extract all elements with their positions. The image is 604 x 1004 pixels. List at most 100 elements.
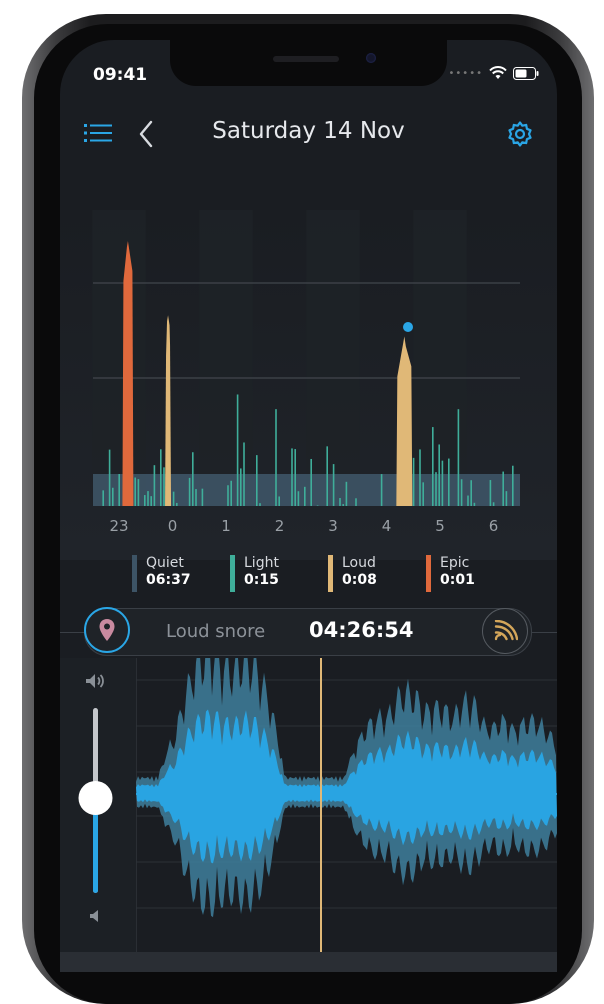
- legend-swatch: [328, 555, 333, 592]
- light-bar: [355, 498, 357, 506]
- top-navigation-bar: Saturday 14 Nov: [60, 116, 557, 150]
- light-bar: [172, 491, 175, 506]
- x-tick-label: 0: [168, 517, 178, 535]
- light-bar: [256, 455, 258, 506]
- playback-time: 04:26:54: [309, 618, 414, 642]
- light-bar: [102, 490, 104, 506]
- playback-bar: Loud snore 04:26:54: [60, 607, 557, 657]
- legend-item-light: Light 0:15: [230, 555, 328, 592]
- light-bar: [441, 460, 444, 506]
- epic-bar: [122, 241, 134, 506]
- location-pin-button[interactable]: [84, 607, 130, 653]
- x-tick-label: 1: [221, 517, 231, 535]
- light-bar: [118, 474, 120, 506]
- volume-fill: [93, 798, 98, 893]
- audio-waveform[interactable]: [136, 658, 557, 952]
- light-bar: [470, 480, 472, 506]
- light-bar: [227, 485, 229, 506]
- legend-swatch: [426, 555, 431, 592]
- light-bar: [316, 505, 319, 506]
- location-pin-icon: [99, 619, 115, 641]
- light-bar: [512, 465, 514, 506]
- legend-value: 06:37: [146, 572, 191, 588]
- page-title: Saturday 14 Nov: [212, 118, 405, 144]
- light-bar: [339, 498, 341, 506]
- light-bar: [240, 468, 242, 506]
- front-camera: [366, 53, 376, 63]
- light-bar: [108, 449, 111, 506]
- gear-icon[interactable]: [506, 120, 534, 148]
- light-bar: [326, 446, 328, 506]
- snore-type-label: Loud snore: [166, 621, 266, 642]
- light-bar: [342, 504, 344, 506]
- light-bar: [438, 444, 440, 506]
- legend-item-loud: Loud 0:08: [328, 555, 426, 592]
- light-bar: [230, 480, 232, 506]
- chart-legend: Quiet 06:37 Light 0:15 Loud 0:08 Epic 0:…: [132, 555, 524, 592]
- light-bar: [112, 487, 114, 506]
- light-bar: [492, 502, 495, 506]
- light-bar: [297, 491, 300, 506]
- x-tick-label: 5: [435, 517, 445, 535]
- list-icon[interactable]: [84, 122, 112, 144]
- earpiece-speaker: [273, 56, 339, 62]
- light-bar: [195, 489, 197, 506]
- playback-pill: [84, 608, 532, 656]
- light-bar: [275, 409, 277, 506]
- signal-dots-icon: •••••: [448, 67, 483, 79]
- playhead-marker[interactable]: [403, 322, 413, 332]
- light-bar: [460, 479, 463, 506]
- volume-control: [60, 658, 136, 952]
- light-bar: [163, 467, 165, 506]
- legend-swatch: [132, 555, 137, 592]
- light-bar: [134, 477, 136, 506]
- light-bar: [467, 495, 469, 506]
- legend-value: 0:08: [342, 572, 377, 588]
- legend-item-quiet: Quiet 06:37: [132, 555, 230, 592]
- volume-low-icon: [90, 910, 98, 922]
- light-bar: [422, 482, 424, 506]
- light-bar: [310, 458, 312, 506]
- legend-label: Loud: [342, 555, 376, 571]
- light-bar: [489, 480, 492, 506]
- light-bar: [412, 457, 415, 506]
- volume-high-icon: [86, 674, 104, 688]
- x-tick-label: 3: [328, 517, 338, 535]
- x-tick-label: 2: [275, 517, 285, 535]
- legend-label: Epic: [440, 555, 470, 571]
- legend-label: Quiet: [146, 555, 184, 571]
- legend-label: Light: [244, 555, 279, 571]
- light-bar: [144, 495, 146, 506]
- loud-bar: [396, 336, 413, 506]
- x-tick-label: 4: [382, 517, 392, 535]
- light-bar: [160, 449, 162, 506]
- quiet-baseline-band: [93, 474, 520, 506]
- light-bar: [473, 502, 476, 506]
- light-bar: [332, 464, 335, 506]
- x-tick-label: 23: [109, 517, 128, 535]
- light-bar: [291, 448, 293, 506]
- app-screen: 09:41 ••••• Saturday 14 Nov: [60, 40, 557, 972]
- light-bar: [294, 449, 296, 506]
- light-bar: [147, 491, 149, 506]
- legend-value: 0:01: [440, 572, 475, 588]
- sound-waves-icon: [494, 620, 518, 641]
- legend-swatch: [230, 555, 235, 592]
- back-chevron-icon[interactable]: [138, 120, 154, 148]
- loud-bar: [165, 315, 172, 506]
- light-bar: [432, 427, 434, 506]
- light-bar: [201, 488, 204, 506]
- light-bar: [137, 479, 140, 506]
- notch: [170, 40, 447, 86]
- light-bar: [278, 496, 280, 506]
- waveform-core: [136, 709, 557, 864]
- sound-waves-button[interactable]: [482, 608, 528, 654]
- light-bar: [505, 491, 508, 506]
- snore-level-chart: 23 0 1 2 3 4 5 6: [60, 210, 557, 560]
- legend-value: 0:15: [244, 572, 279, 588]
- light-bar: [419, 449, 421, 506]
- light-bar: [380, 474, 383, 506]
- volume-knob[interactable]: [78, 781, 113, 815]
- light-bar: [236, 394, 239, 506]
- legend-item-epic: Epic 0:01: [426, 555, 524, 592]
